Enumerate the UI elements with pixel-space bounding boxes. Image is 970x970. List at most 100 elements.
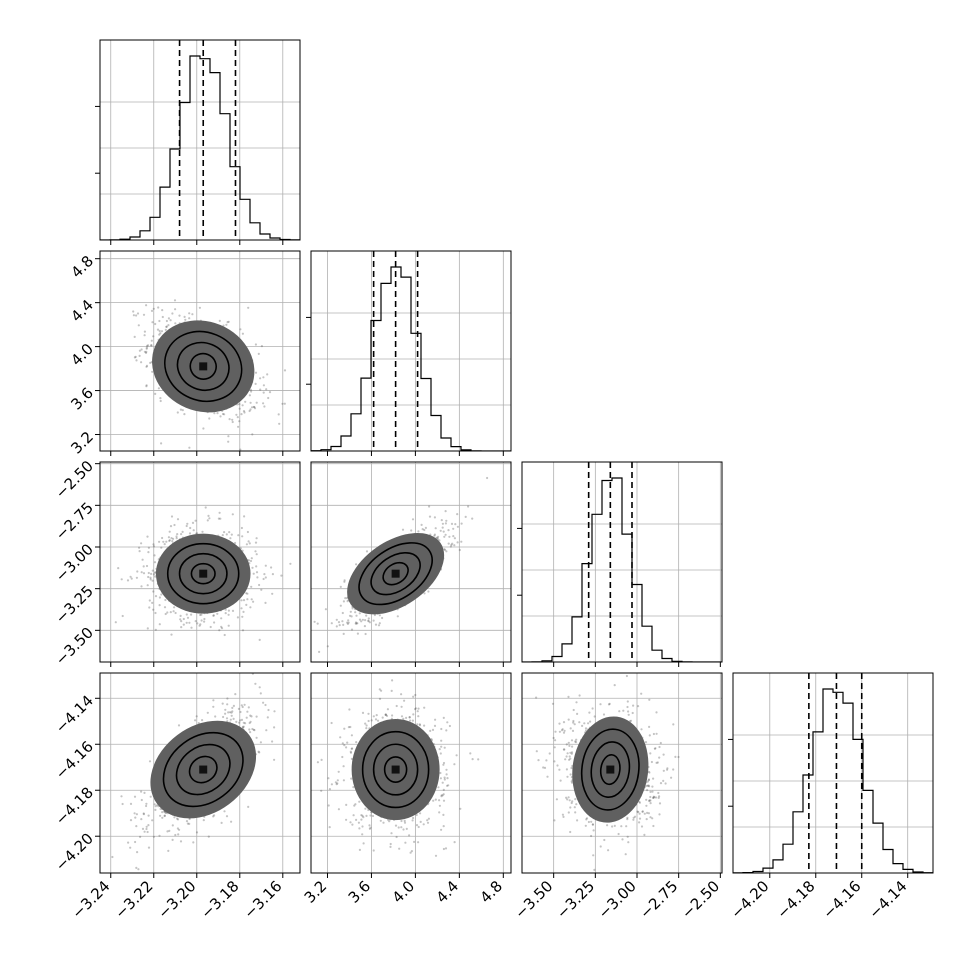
sample-point	[442, 761, 446, 765]
sample-point	[458, 548, 461, 552]
sample-point	[150, 572, 153, 575]
sample-point	[477, 758, 480, 761]
sample-point	[599, 703, 602, 706]
sample-point	[158, 319, 161, 323]
sample-point	[356, 622, 359, 625]
sample-point	[428, 515, 432, 518]
sample-point	[264, 576, 267, 579]
y-tick-label: 4.4	[67, 296, 97, 326]
sample-point	[149, 578, 152, 581]
sample-point	[227, 435, 230, 438]
sample-point	[218, 319, 221, 322]
sample-point	[445, 550, 448, 553]
sample-point	[213, 412, 216, 415]
sample-point	[149, 795, 152, 798]
sample-point	[456, 525, 459, 528]
sample-point	[358, 800, 361, 803]
sample-point	[160, 546, 163, 549]
sample-point	[178, 828, 181, 831]
sample-point	[443, 778, 446, 781]
sample-point	[135, 813, 138, 816]
sample-point	[350, 757, 353, 760]
sample-point	[231, 609, 235, 612]
sample-point	[368, 827, 371, 830]
sample-point	[347, 619, 350, 622]
sample-point	[330, 622, 333, 625]
sample-point	[176, 827, 179, 830]
sample-point	[442, 793, 445, 796]
sample-point	[247, 559, 251, 562]
sample-point	[165, 319, 168, 323]
sample-point	[396, 615, 399, 618]
sample-point	[253, 729, 256, 732]
sample-point	[154, 392, 157, 395]
sample-point	[170, 537, 173, 540]
sample-point	[190, 613, 193, 616]
sample-point	[173, 816, 176, 819]
sample-point	[179, 618, 182, 621]
sample-point	[648, 799, 651, 802]
sample-point	[243, 515, 246, 518]
x-tick-label: −3.16	[240, 877, 285, 922]
sample-point	[361, 833, 364, 836]
sample-point	[201, 530, 204, 533]
sample-point	[153, 803, 156, 806]
sample-point	[346, 622, 349, 625]
sample-point	[146, 535, 149, 538]
sample-point	[174, 322, 177, 325]
sample-point	[303, 811, 305, 813]
sample-point	[584, 729, 588, 732]
sample-point	[353, 804, 356, 807]
sample-point	[324, 608, 327, 611]
sample-point	[369, 826, 372, 829]
sample-point	[143, 791, 146, 794]
sample-point	[405, 827, 408, 830]
sample-point	[181, 409, 184, 412]
sample-point	[178, 314, 181, 317]
sample-point	[258, 751, 261, 754]
sample-point	[267, 396, 270, 400]
sample-point	[346, 600, 349, 603]
sample-point	[336, 782, 339, 785]
sample-point	[143, 350, 146, 353]
sample-point	[247, 540, 250, 543]
sample-point	[416, 723, 419, 726]
sample-point	[194, 719, 197, 722]
sample-point	[652, 824, 655, 828]
sample-point	[337, 770, 340, 773]
sample-point	[334, 781, 337, 784]
contour-line-0	[382, 561, 409, 586]
sample-point	[180, 620, 183, 623]
sample-point	[154, 322, 157, 326]
sample-point	[558, 730, 561, 733]
sample-point	[460, 540, 463, 543]
sample-point	[156, 328, 160, 331]
contour-line-2	[166, 542, 240, 605]
sample-point	[145, 365, 148, 368]
sample-point	[452, 535, 455, 538]
sample-point	[188, 532, 192, 535]
sample-point	[367, 619, 370, 622]
panel-frame	[310, 250, 512, 452]
sample-point	[563, 729, 566, 732]
sample-point	[135, 576, 138, 579]
sample-point	[164, 612, 167, 616]
sample-point	[153, 561, 157, 564]
sample-point	[182, 623, 185, 626]
sample-point	[433, 724, 437, 727]
sample-point	[423, 528, 426, 532]
sample-point	[179, 840, 183, 843]
sample-point	[264, 703, 267, 707]
sample-point	[452, 527, 455, 530]
sample-point	[281, 402, 284, 405]
sample-point	[140, 585, 143, 588]
sample-point	[252, 572, 255, 575]
sample-point	[391, 679, 394, 682]
sample-point	[254, 682, 257, 685]
sample-point	[145, 827, 148, 831]
sample-point	[339, 585, 342, 588]
sample-point	[145, 804, 148, 808]
sample-point	[189, 526, 192, 530]
sample-point	[231, 710, 234, 713]
sample-point	[258, 638, 261, 641]
